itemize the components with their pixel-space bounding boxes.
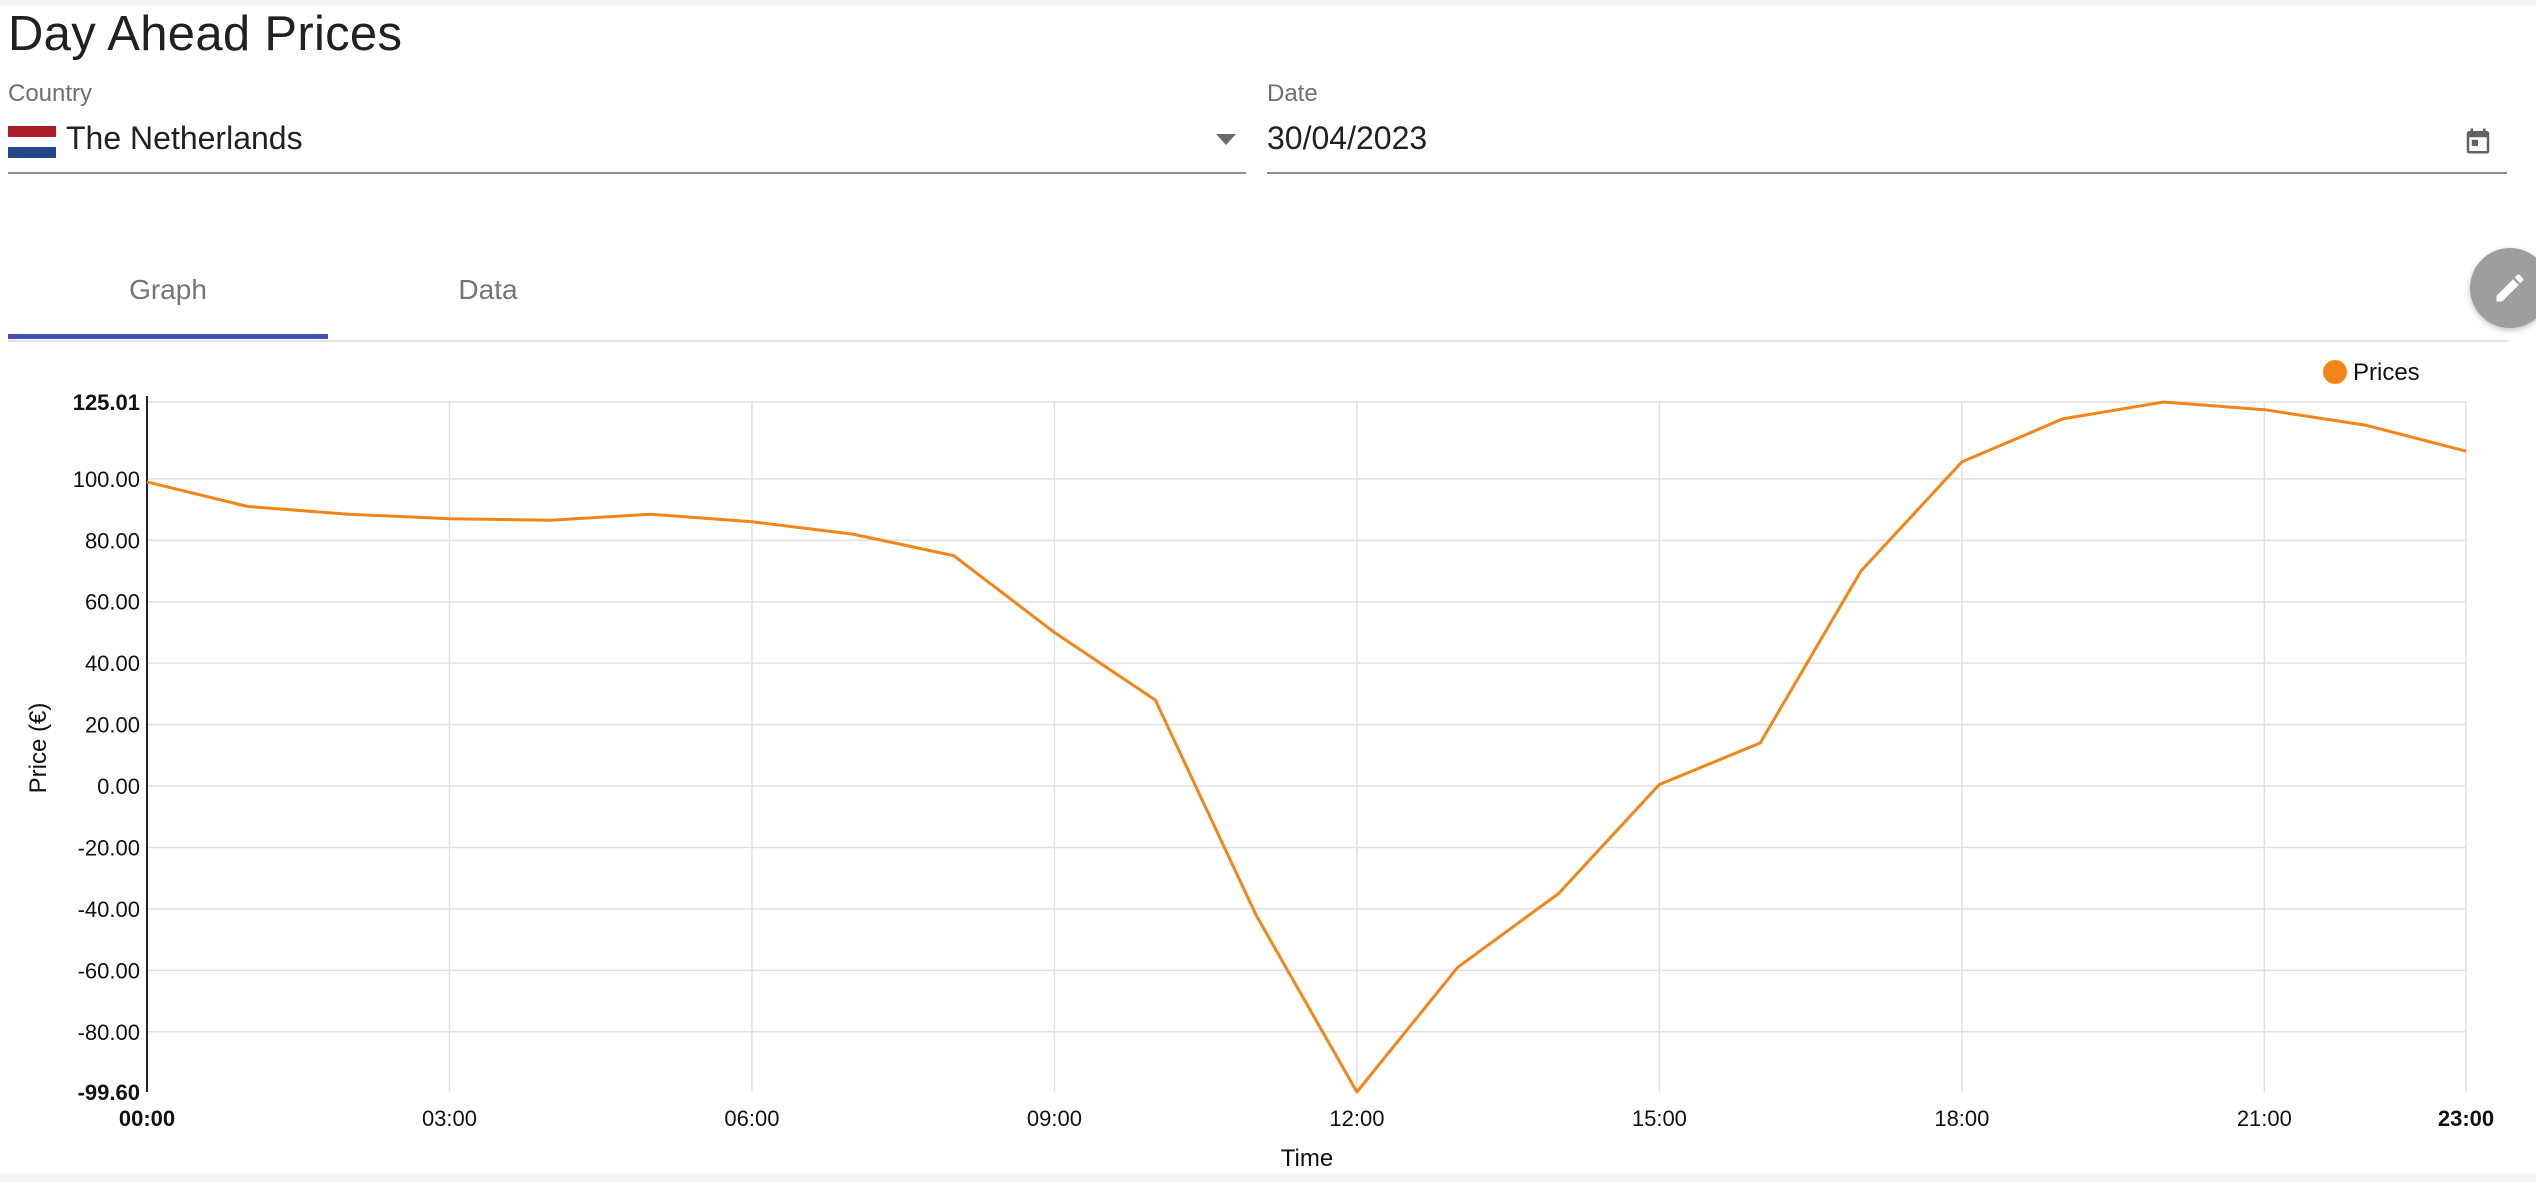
page-title: Day Ahead Prices xyxy=(8,7,403,61)
y-tick-label: 100.00 xyxy=(73,467,140,492)
data-point[interactable] xyxy=(1553,888,1565,900)
tab-graph[interactable]: Graph xyxy=(129,274,207,305)
data-point[interactable] xyxy=(2057,413,2069,425)
x-tick-label: 12:00 xyxy=(1329,1106,1384,1131)
data-point[interactable] xyxy=(2258,404,2270,416)
data-point[interactable] xyxy=(645,508,657,520)
y-tick-label: -60.00 xyxy=(78,958,140,983)
x-tick-label: 09:00 xyxy=(1027,1106,1082,1131)
data-point[interactable] xyxy=(2158,396,2170,408)
y-tick-label: 20.00 xyxy=(85,713,140,738)
y-tick-label: 125.01 xyxy=(73,390,140,415)
data-point[interactable] xyxy=(1149,694,1161,706)
legend-marker xyxy=(2323,360,2347,384)
main-card xyxy=(0,6,2536,1174)
data-point[interactable] xyxy=(443,513,455,525)
y-tick-label: 0.00 xyxy=(97,774,140,799)
data-point[interactable] xyxy=(1855,565,1867,577)
y-tick-label: 40.00 xyxy=(85,651,140,676)
pencil-icon xyxy=(2496,274,2524,302)
x-tick-label: 21:00 xyxy=(2237,1106,2292,1131)
y-tick-label: -80.00 xyxy=(78,1020,140,1045)
x-axis-ticks: 00:00 03:00 06:00 09:00 12:00 15:00 18:00 21:00… xyxy=(119,1106,2494,1131)
data-point[interactable] xyxy=(544,514,556,526)
series-lines xyxy=(141,396,2472,1098)
x-tick-label: 15:00 xyxy=(1632,1106,1687,1131)
date-label: Date xyxy=(1267,80,1318,107)
data-point[interactable] xyxy=(1653,778,1665,790)
tab-bar: Graph Data xyxy=(8,250,2508,342)
x-tick-label: 00:00 xyxy=(119,1106,175,1131)
chart-grid xyxy=(147,401,2467,1092)
data-point[interactable] xyxy=(242,500,254,512)
y-axis-title: Price (€) xyxy=(25,703,52,794)
data-point[interactable] xyxy=(2460,445,2472,457)
chevron-down-icon[interactable] xyxy=(1216,134,1236,145)
data-point[interactable] xyxy=(948,550,960,562)
data-point[interactable] xyxy=(2359,419,2371,431)
data-point[interactable] xyxy=(1048,626,1060,638)
x-tick-label: 18:00 xyxy=(1934,1106,1989,1131)
x-tick-label: 06:00 xyxy=(724,1106,779,1131)
country-select[interactable]: Country The Netherlands xyxy=(8,78,1246,174)
data-point[interactable] xyxy=(847,528,859,540)
data-point[interactable] xyxy=(1956,456,1968,468)
data-point[interactable] xyxy=(1351,1086,1363,1098)
x-tick-label: 23:00 xyxy=(2438,1106,2494,1131)
y-tick-label: -40.00 xyxy=(78,897,140,922)
calendar-icon[interactable] xyxy=(2463,126,2493,156)
tab-data[interactable]: Data xyxy=(458,274,518,305)
active-tab-indicator xyxy=(8,334,328,339)
y-tick-label: -20.00 xyxy=(78,835,140,860)
data-point[interactable] xyxy=(141,476,153,488)
legend-label: Prices xyxy=(2353,359,2420,386)
x-tick-label: 03:00 xyxy=(422,1106,477,1131)
y-tick-label: 80.00 xyxy=(85,528,140,553)
chart-legend[interactable]: Prices xyxy=(2323,359,2420,386)
y-tick-label: 60.00 xyxy=(85,590,140,615)
date-field[interactable]: Date 30/04/2023 xyxy=(1267,78,2507,174)
data-point[interactable] xyxy=(1754,737,1766,749)
price-chart: 125.01 100.00 80.00 60.00 40.00 20.00 0.00 -20.… xyxy=(25,359,2494,1172)
x-axis-title: Time xyxy=(1281,1145,1333,1172)
y-axis-ticks: 125.01 100.00 80.00 60.00 40.00 20.00 0.00 -20.… xyxy=(73,390,140,1105)
series-line-prices xyxy=(146,400,2467,1094)
y-tick-label: -99.60 xyxy=(78,1080,140,1105)
edit-button[interactable] xyxy=(2470,248,2536,328)
data-point[interactable] xyxy=(746,516,758,528)
data-point[interactable] xyxy=(1452,961,1464,973)
country-value: The Netherlands xyxy=(66,120,303,156)
netherlands-flag-icon xyxy=(8,126,56,158)
date-value: 30/04/2023 xyxy=(1267,120,1428,156)
country-label: Country xyxy=(8,80,93,107)
data-point[interactable] xyxy=(343,508,355,520)
data-point[interactable] xyxy=(1250,909,1262,921)
